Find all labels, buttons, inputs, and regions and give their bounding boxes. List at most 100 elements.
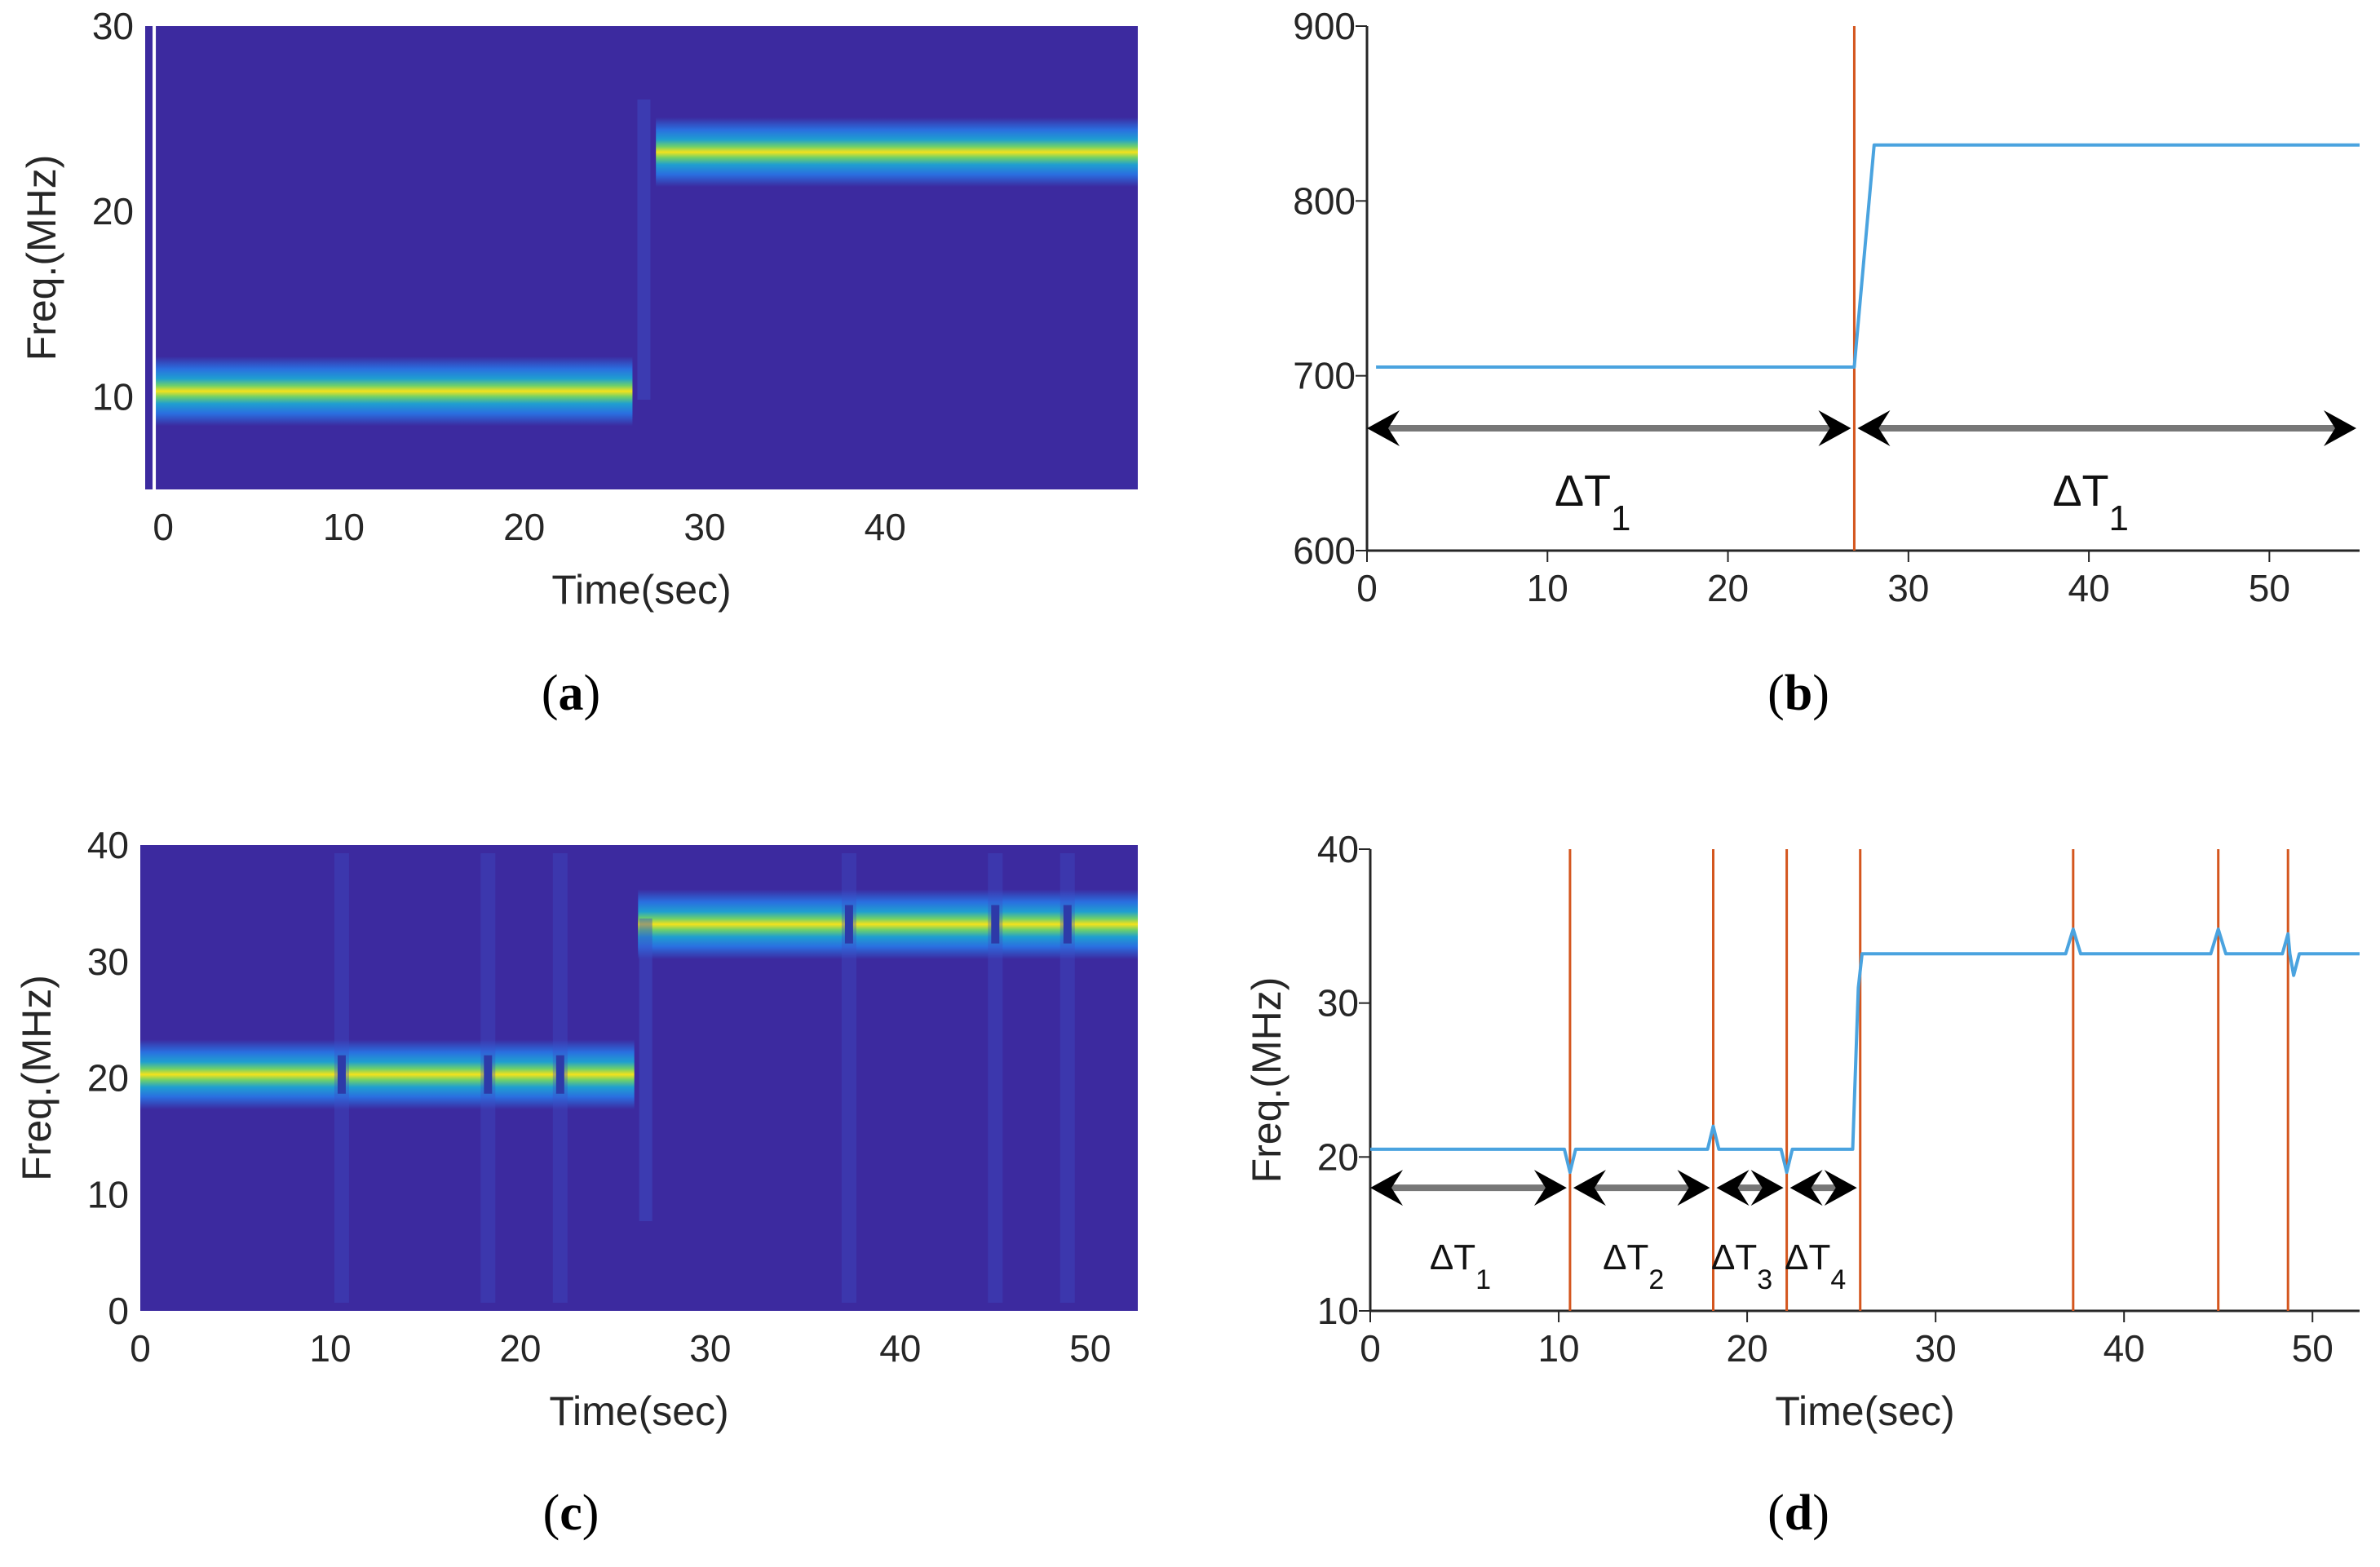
- arrowhead-left: [1370, 1170, 1403, 1206]
- caption-paren-close: ): [582, 1485, 599, 1541]
- caption-letter: c: [560, 1485, 582, 1541]
- panel-caption: (b): [1767, 666, 1829, 721]
- x-tick-label: 20: [499, 1327, 541, 1370]
- interval-label-main: ΔT: [1711, 1237, 1757, 1277]
- arrowhead-left: [1367, 409, 1400, 446]
- interval-label-main: ΔT: [2052, 467, 2108, 516]
- frequency-band: [154, 356, 633, 427]
- x-tick-label: 0: [153, 506, 174, 548]
- interval-label-subscript: 1: [1475, 1264, 1491, 1295]
- y-axis-label: Freq.(MHz): [14, 975, 60, 1181]
- x-tick-label: 0: [1360, 1327, 1381, 1370]
- arrowhead-left: [1789, 1170, 1823, 1206]
- heatmap-panel-c: 0 10 20 30 40 50 0 10 20 30 40 Time(sec) Freq.(MHz) (…: [14, 824, 1138, 1541]
- x-tick-label: 0: [130, 1327, 151, 1370]
- y-tick-label: 40: [1317, 828, 1359, 870]
- y-axis-label: Freq.(MHz): [1244, 977, 1290, 1184]
- y-tick-label: 20: [92, 190, 134, 232]
- caption-paren-close: ): [584, 666, 601, 721]
- x-tick-label: 10: [1537, 1327, 1579, 1370]
- arrowhead-right: [1818, 409, 1851, 446]
- y-tick-label: 20: [1317, 1135, 1359, 1178]
- caption-letter: d: [1785, 1485, 1812, 1541]
- y-axis-label: Freq.(MHz): [19, 155, 64, 361]
- band-gap: [555, 1055, 564, 1094]
- switch-streak: [637, 100, 651, 400]
- x-tick-label: 50: [2249, 567, 2290, 609]
- y-tick-label: 40: [87, 824, 129, 866]
- x-axis-label: Time(sec): [551, 567, 731, 613]
- panel-caption: (a): [542, 666, 600, 721]
- x-tick-label: 30: [689, 1327, 731, 1370]
- x-axis-label: Time(sec): [1775, 1388, 1954, 1434]
- interval-label-main: ΔT: [1785, 1237, 1830, 1277]
- caption-letter: a: [559, 666, 584, 721]
- x-axis-label: Time(sec): [549, 1388, 728, 1434]
- interval-label: ΔT4: [1785, 1237, 1846, 1295]
- caption-paren-open: (: [543, 1485, 560, 1541]
- y-tick-label: 30: [1317, 982, 1359, 1025]
- band-gap: [844, 905, 853, 944]
- x-tick-label: 20: [1727, 1327, 1768, 1370]
- interval-label-subscript: 4: [1830, 1264, 1846, 1295]
- arrowhead-right: [1677, 1170, 1710, 1206]
- caption-paren-open: (: [542, 666, 559, 721]
- y-tick-label: 30: [87, 941, 129, 983]
- interval-label-main: ΔT: [1603, 1237, 1648, 1277]
- transition-streak: [1059, 853, 1075, 1303]
- arrowhead-right: [1824, 1170, 1857, 1206]
- y-tick-label: 800: [1293, 179, 1356, 222]
- arrowhead-left: [1573, 1170, 1606, 1206]
- x-tick-label: 20: [503, 506, 545, 548]
- transition-streak: [841, 853, 856, 1303]
- caption-paren-close: ): [1812, 1485, 1829, 1541]
- y-tick-label: 900: [1293, 5, 1356, 47]
- interval-label: ΔT1: [2052, 467, 2129, 538]
- frequency-band: [656, 117, 1138, 188]
- interval-label-main: ΔT: [1430, 1237, 1475, 1277]
- caption-letter: b: [1785, 666, 1812, 721]
- y-tick-label: 700: [1293, 355, 1356, 397]
- interval-label: ΔT3: [1711, 1237, 1772, 1295]
- x-tick-label: 10: [1527, 567, 1568, 609]
- x-tick-label: 50: [1069, 1327, 1111, 1370]
- x-tick-label: 30: [1915, 1327, 1957, 1370]
- y-tick-label: 10: [87, 1173, 129, 1215]
- interval-label-subscript: 1: [2109, 498, 2129, 538]
- transition-streak: [988, 853, 1003, 1303]
- y-tick-label: 0: [108, 1290, 129, 1332]
- series-line: [1370, 927, 2360, 1175]
- caption-paren-open: (: [1767, 1485, 1785, 1541]
- y-tick-label: 10: [92, 375, 134, 418]
- interval-label-main: ΔT: [1555, 467, 1611, 516]
- x-tick-label: 10: [323, 506, 365, 548]
- arrowhead-right: [2324, 409, 2356, 446]
- x-tick-label: 0: [1356, 567, 1378, 609]
- interval-label: ΔT2: [1603, 1237, 1664, 1295]
- y-tick-label: 10: [1317, 1290, 1359, 1332]
- band-gap: [484, 1055, 493, 1094]
- heatmap-panel-a: 0 10 20 30 40 10 20 30 Time(sec) Freq.(MHz) (a): [19, 5, 1138, 721]
- interval-label-subscript: 1: [1611, 498, 1630, 538]
- arrowhead-right: [1750, 1170, 1784, 1206]
- panel-caption: (d): [1767, 1485, 1829, 1541]
- x-tick-label: 40: [2104, 1327, 2145, 1370]
- x-tick-label: 40: [2068, 567, 2110, 609]
- x-tick-label: 30: [1887, 567, 1929, 609]
- band-gap: [337, 1055, 346, 1094]
- frequency-band: [140, 1039, 635, 1110]
- interval-label-subscript: 2: [1648, 1264, 1664, 1295]
- x-tick-label: 20: [1707, 567, 1749, 609]
- frequency-band: [638, 889, 1138, 959]
- interval-label: ΔT1: [1430, 1237, 1491, 1295]
- caption-paren-open: (: [1767, 666, 1785, 721]
- band-gap: [991, 905, 1000, 944]
- series-line: [1376, 143, 2360, 369]
- y-tick-label: 30: [92, 5, 134, 47]
- caption-paren-close: ): [1812, 666, 1829, 721]
- arrowhead-left: [1857, 409, 1891, 446]
- y-tick-label: 20: [87, 1057, 129, 1100]
- arrowhead-right: [1533, 1170, 1567, 1206]
